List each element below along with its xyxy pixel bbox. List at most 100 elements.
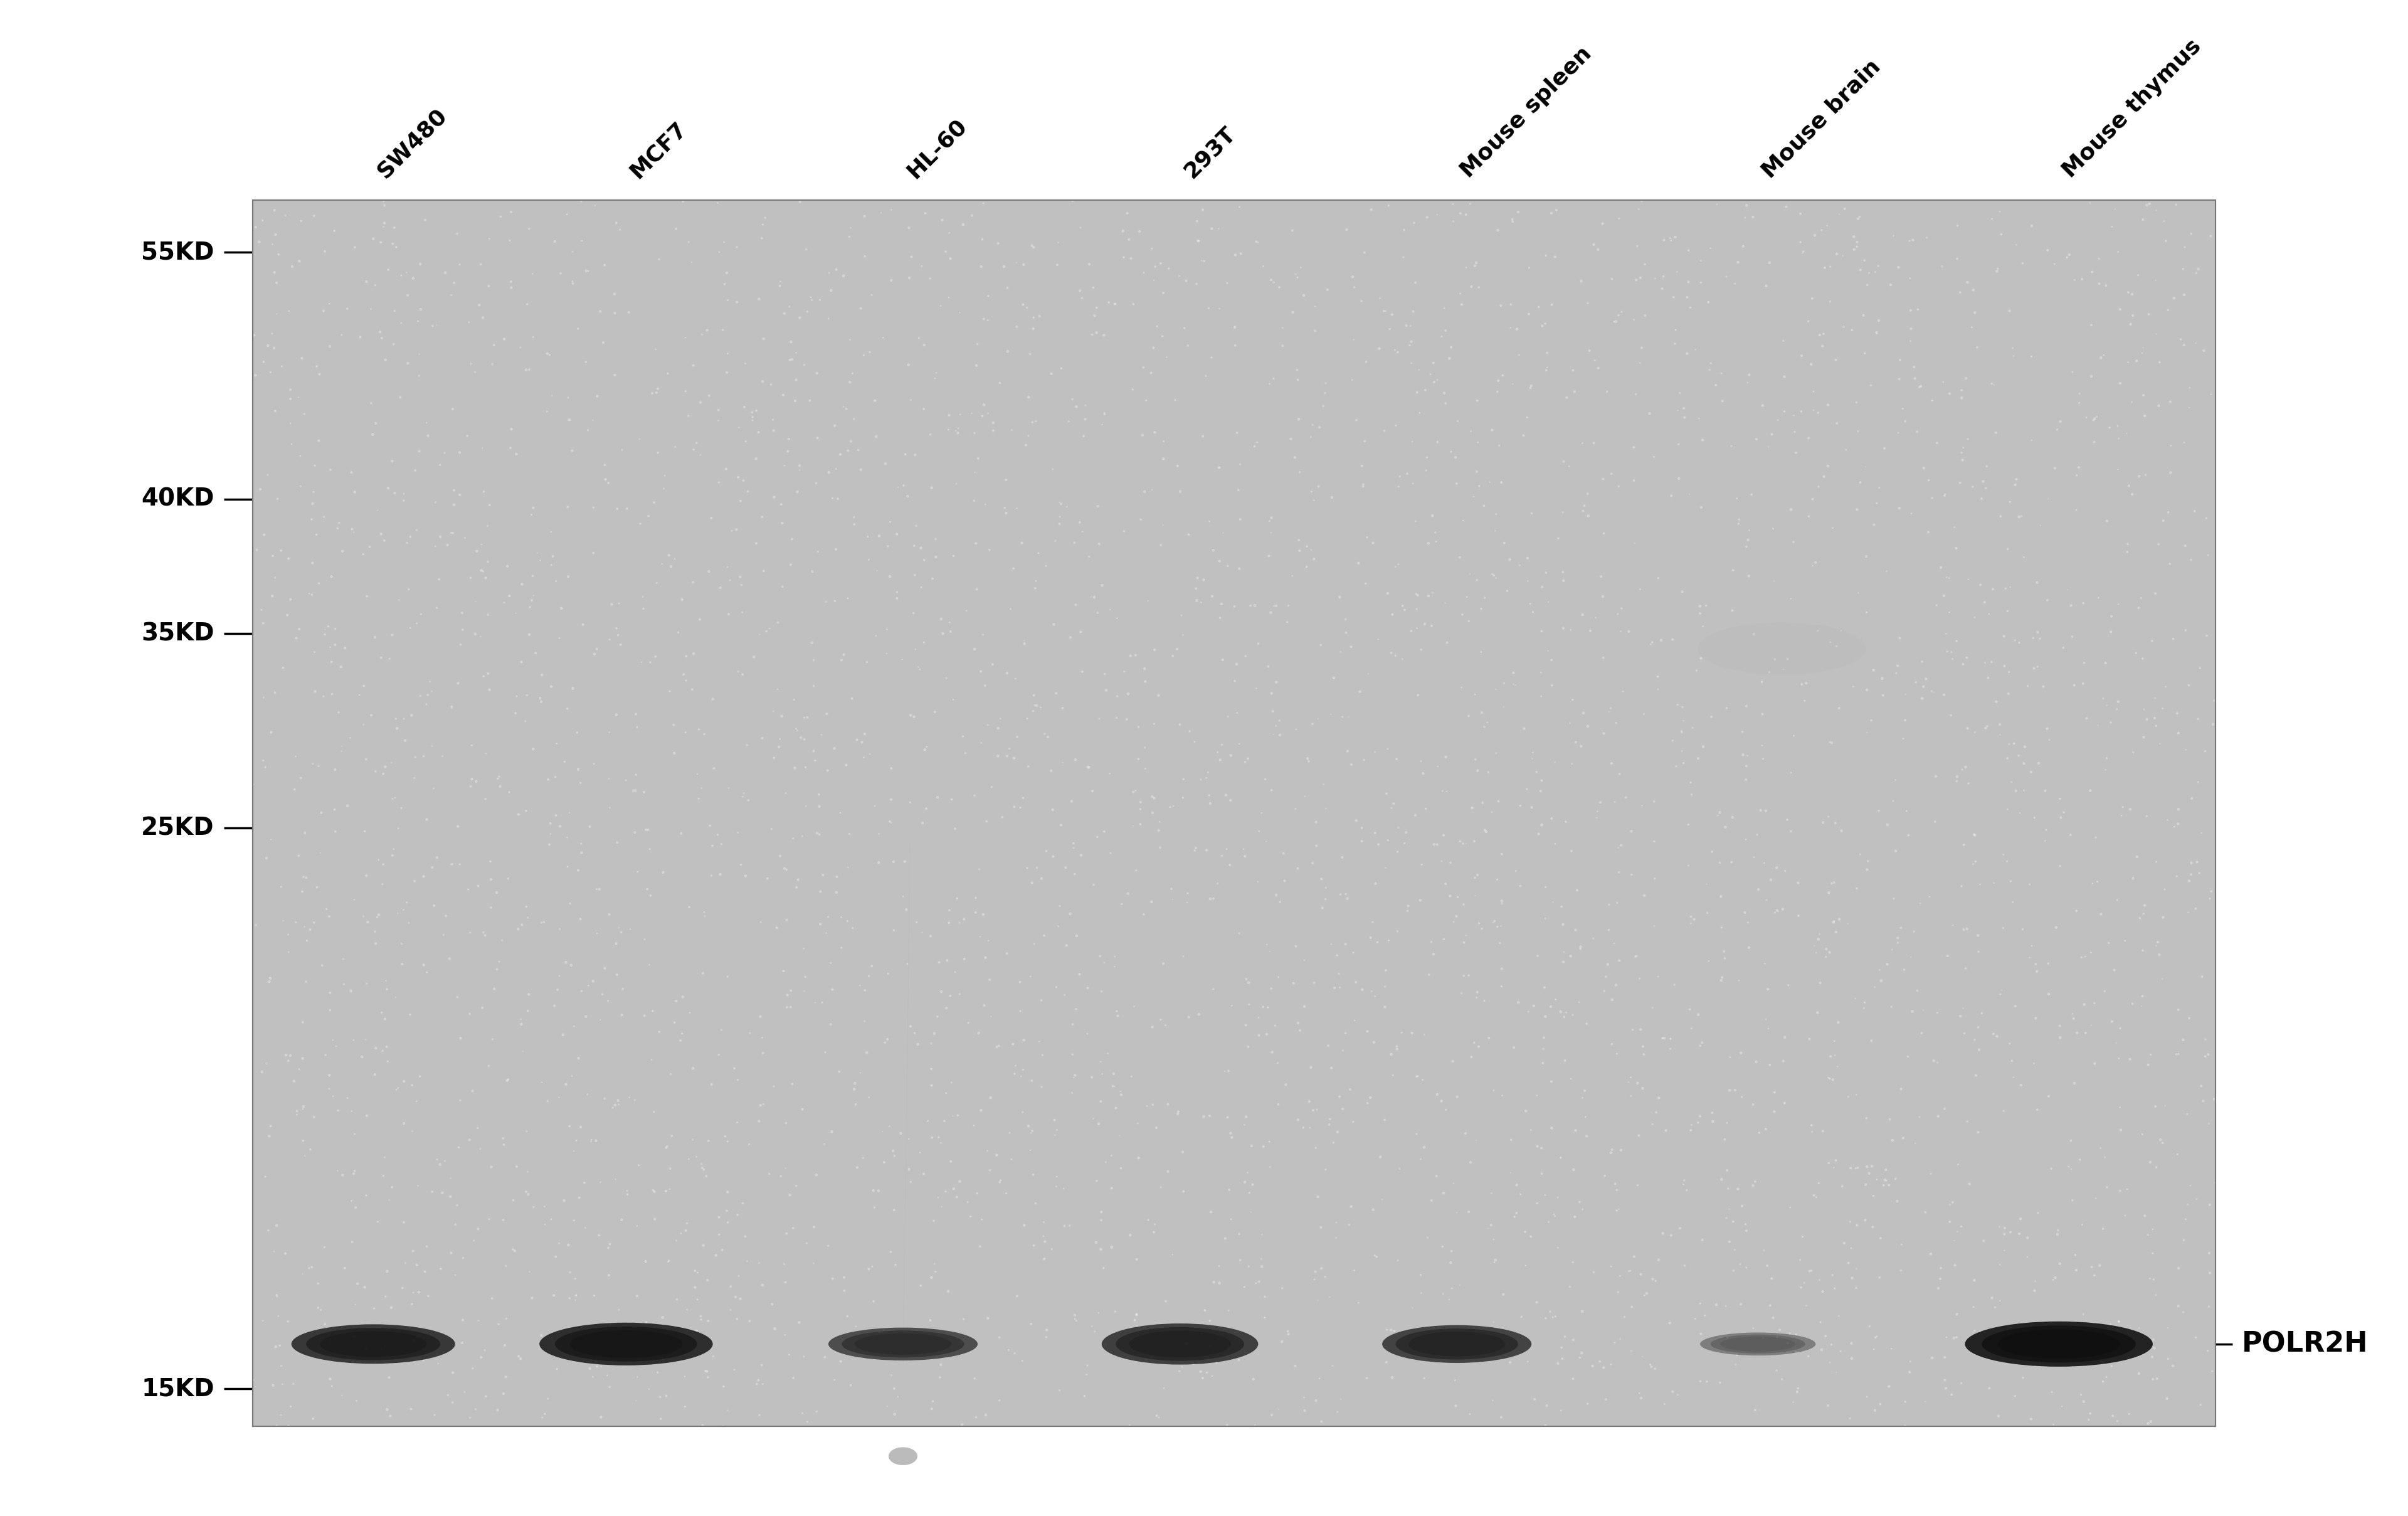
Point bbox=[831, 327, 869, 352]
Point bbox=[1816, 920, 1854, 944]
Point bbox=[294, 752, 332, 776]
Point bbox=[1965, 1228, 2003, 1252]
Point bbox=[898, 1032, 937, 1057]
Point bbox=[1767, 808, 1806, 832]
Point bbox=[299, 1296, 337, 1320]
Point bbox=[968, 713, 1007, 737]
Point bbox=[1062, 287, 1100, 311]
Point bbox=[371, 647, 409, 672]
Point bbox=[2097, 1408, 2136, 1433]
Point bbox=[1873, 788, 1912, 813]
Point bbox=[1931, 600, 1970, 625]
Point bbox=[1840, 581, 1878, 605]
Point bbox=[1922, 1255, 1960, 1280]
Point bbox=[554, 240, 592, 264]
Point bbox=[946, 741, 985, 766]
Point bbox=[2160, 797, 2199, 822]
Point bbox=[1086, 400, 1125, 424]
Point bbox=[1132, 1345, 1170, 1369]
Point bbox=[1457, 979, 1495, 1004]
Point bbox=[1621, 1381, 1659, 1405]
Point bbox=[1500, 553, 1539, 578]
Point bbox=[1712, 850, 1751, 875]
Point bbox=[1230, 991, 1269, 1016]
Point bbox=[799, 794, 838, 819]
Point bbox=[787, 236, 826, 261]
Point bbox=[1601, 1326, 1640, 1351]
Point bbox=[2160, 811, 2199, 835]
Point bbox=[1714, 1210, 1753, 1234]
Point bbox=[1782, 344, 1820, 368]
Point bbox=[929, 221, 968, 246]
Point bbox=[2093, 1010, 2131, 1034]
Point bbox=[2141, 732, 2179, 756]
Point bbox=[686, 904, 725, 928]
Point bbox=[1141, 1175, 1180, 1199]
Point bbox=[1252, 268, 1291, 293]
Point bbox=[771, 552, 809, 576]
Point bbox=[1780, 870, 1818, 894]
Point bbox=[323, 540, 361, 564]
Point bbox=[489, 555, 527, 579]
Point bbox=[262, 875, 301, 899]
Point bbox=[1296, 318, 1334, 343]
Point bbox=[970, 1158, 1009, 1182]
Point bbox=[1820, 1339, 1859, 1363]
Point bbox=[359, 1210, 397, 1234]
Point bbox=[1623, 1345, 1662, 1369]
Point bbox=[2052, 1128, 2090, 1152]
Point bbox=[1452, 1045, 1491, 1069]
Point bbox=[1214, 993, 1252, 1017]
Point bbox=[378, 901, 417, 925]
Point bbox=[927, 240, 966, 264]
Point bbox=[1394, 429, 1433, 453]
Point bbox=[472, 867, 510, 891]
Point bbox=[1445, 931, 1483, 955]
Point bbox=[956, 784, 995, 808]
Point bbox=[525, 910, 563, 934]
Point bbox=[1666, 405, 1705, 429]
Ellipse shape bbox=[554, 1326, 698, 1361]
Point bbox=[539, 1231, 578, 1255]
Point bbox=[2037, 1222, 2076, 1246]
Point bbox=[1170, 1005, 1209, 1029]
Point bbox=[2172, 787, 2211, 811]
Point bbox=[1926, 482, 1965, 506]
Point bbox=[1635, 914, 1674, 938]
Point bbox=[727, 732, 766, 756]
Point bbox=[1021, 1029, 1060, 1054]
Point bbox=[323, 740, 361, 764]
Point bbox=[997, 1054, 1035, 1078]
Point bbox=[1192, 584, 1230, 608]
Point bbox=[1796, 934, 1835, 958]
Point bbox=[1994, 890, 2032, 914]
Point bbox=[1009, 385, 1047, 409]
Point bbox=[1081, 1208, 1120, 1233]
Point bbox=[2047, 246, 2085, 270]
Point bbox=[1406, 612, 1445, 637]
Point bbox=[458, 1116, 496, 1140]
Point bbox=[739, 287, 778, 311]
Point bbox=[250, 828, 289, 852]
Point bbox=[352, 535, 390, 559]
Point bbox=[2179, 256, 2218, 280]
Point bbox=[1671, 482, 1710, 506]
Point bbox=[1796, 941, 1835, 966]
Point bbox=[1199, 455, 1238, 479]
Point bbox=[987, 744, 1026, 769]
Point bbox=[1445, 964, 1483, 988]
Point bbox=[1630, 632, 1669, 656]
Point bbox=[1252, 506, 1291, 531]
Point bbox=[609, 1085, 648, 1110]
Point bbox=[901, 326, 939, 350]
Point bbox=[864, 326, 903, 350]
Point bbox=[1079, 825, 1117, 849]
Point bbox=[279, 385, 318, 409]
Point bbox=[436, 271, 474, 296]
Ellipse shape bbox=[320, 1331, 426, 1357]
Point bbox=[2136, 199, 2174, 223]
Point bbox=[913, 1031, 951, 1055]
Point bbox=[780, 453, 819, 478]
Point bbox=[340, 682, 378, 706]
Point bbox=[323, 1383, 361, 1407]
